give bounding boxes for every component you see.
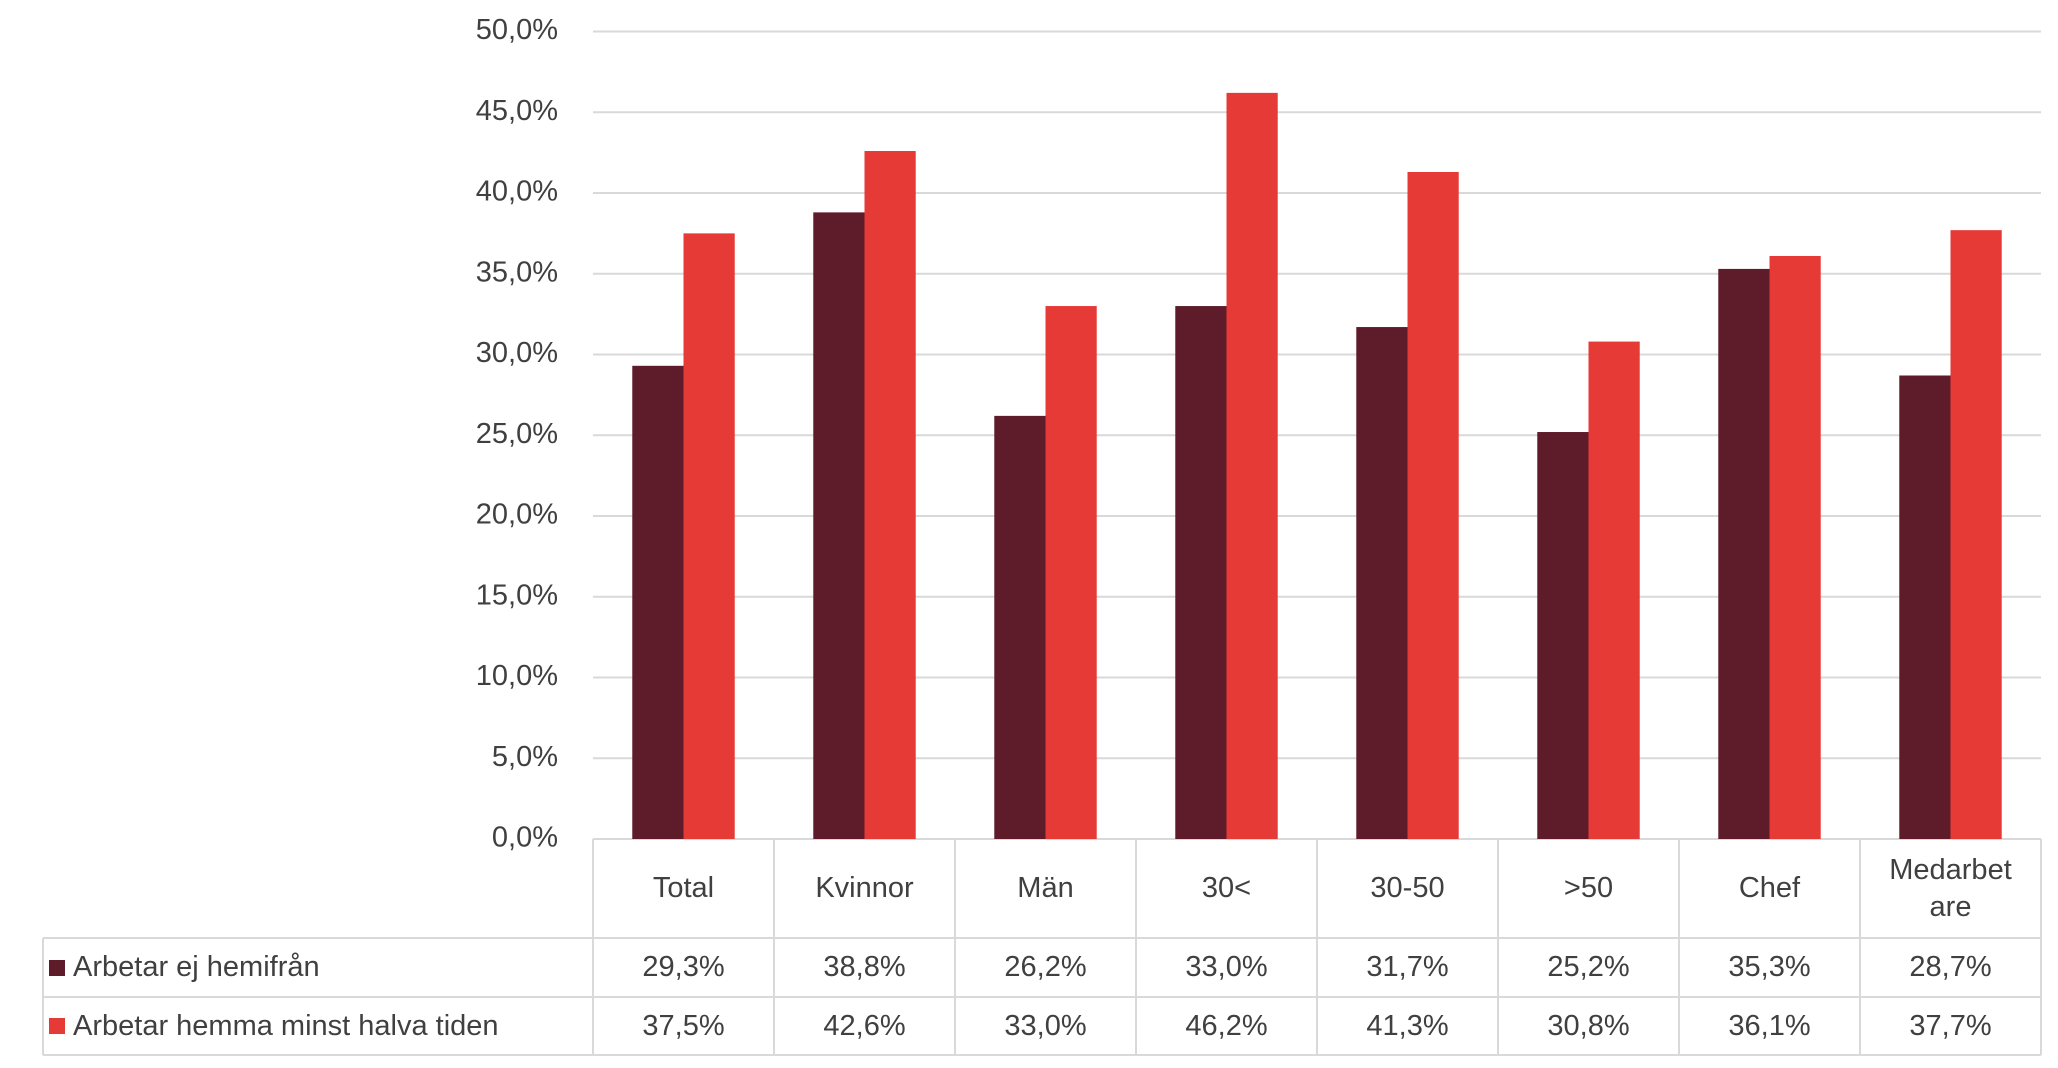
legend-label: Arbetar hemma minst halva tiden xyxy=(73,1009,499,1042)
value-label: 37,5% xyxy=(642,1009,725,1042)
y-tick-label: 25,0% xyxy=(476,418,558,450)
category-label: Kvinnor xyxy=(815,872,914,905)
value-label: 33,0% xyxy=(1004,1009,1087,1042)
value-label: 26,2% xyxy=(1004,951,1087,984)
bar xyxy=(1899,375,1951,839)
y-tick-label: 35,0% xyxy=(476,256,558,288)
y-tick-label: 40,0% xyxy=(476,176,558,208)
y-tick-label: 0,0% xyxy=(492,822,558,854)
legend-entry: Arbetar ej hemifrån xyxy=(43,938,593,997)
bar xyxy=(1718,268,1770,839)
y-tick-label: 50,0% xyxy=(476,14,558,46)
category-label: >50 xyxy=(1563,872,1614,905)
category-label: Chef xyxy=(1738,872,1801,905)
y-tick-label: 15,0% xyxy=(476,579,558,611)
value-label: 25,2% xyxy=(1547,951,1630,984)
value-label: 41,3% xyxy=(1366,1009,1449,1042)
y-tick-label: 30,0% xyxy=(476,337,558,369)
value-label: 31,7% xyxy=(1366,951,1449,984)
category-label: 30< xyxy=(1201,872,1252,905)
category-label: Män xyxy=(1017,872,1074,905)
value-label: 38,8% xyxy=(823,951,906,984)
y-tick-label: 10,0% xyxy=(476,660,558,692)
value-label: 28,7% xyxy=(1909,951,1992,984)
bar xyxy=(1588,341,1640,839)
value-label: 36,1% xyxy=(1728,1009,1811,1042)
value-label: 37,7% xyxy=(1909,1009,1992,1042)
category-label: Medarbetare xyxy=(1889,854,2012,923)
bar xyxy=(683,233,735,839)
value-label: 29,3% xyxy=(642,951,725,984)
bar xyxy=(1175,306,1227,839)
category-label: Total xyxy=(652,872,715,905)
bar xyxy=(1407,172,1459,839)
legend-entry: Arbetar hemma minst halva tiden xyxy=(43,997,593,1055)
legend-key xyxy=(49,959,65,976)
bar xyxy=(1226,92,1278,840)
legend-key xyxy=(49,1018,65,1034)
bar xyxy=(813,212,865,839)
y-tick-label: 45,0% xyxy=(476,95,558,127)
y-tick-label: 5,0% xyxy=(492,741,558,773)
value-label: 30,8% xyxy=(1547,1009,1630,1042)
bar xyxy=(1356,327,1408,839)
category-label: 30-50 xyxy=(1370,872,1445,905)
bar xyxy=(1045,306,1097,839)
value-label: 33,0% xyxy=(1185,951,1268,984)
bar xyxy=(864,151,916,839)
value-label: 42,6% xyxy=(823,1009,906,1042)
bar xyxy=(994,415,1046,839)
value-label: 46,2% xyxy=(1185,1009,1268,1042)
bar xyxy=(1769,255,1821,840)
value-label: 35,3% xyxy=(1728,951,1811,984)
y-tick-label: 20,0% xyxy=(476,499,558,531)
legend-label: Arbetar ej hemifrån xyxy=(73,951,320,984)
bar xyxy=(1950,230,2002,839)
bar xyxy=(632,365,684,839)
bar xyxy=(1537,432,1589,839)
